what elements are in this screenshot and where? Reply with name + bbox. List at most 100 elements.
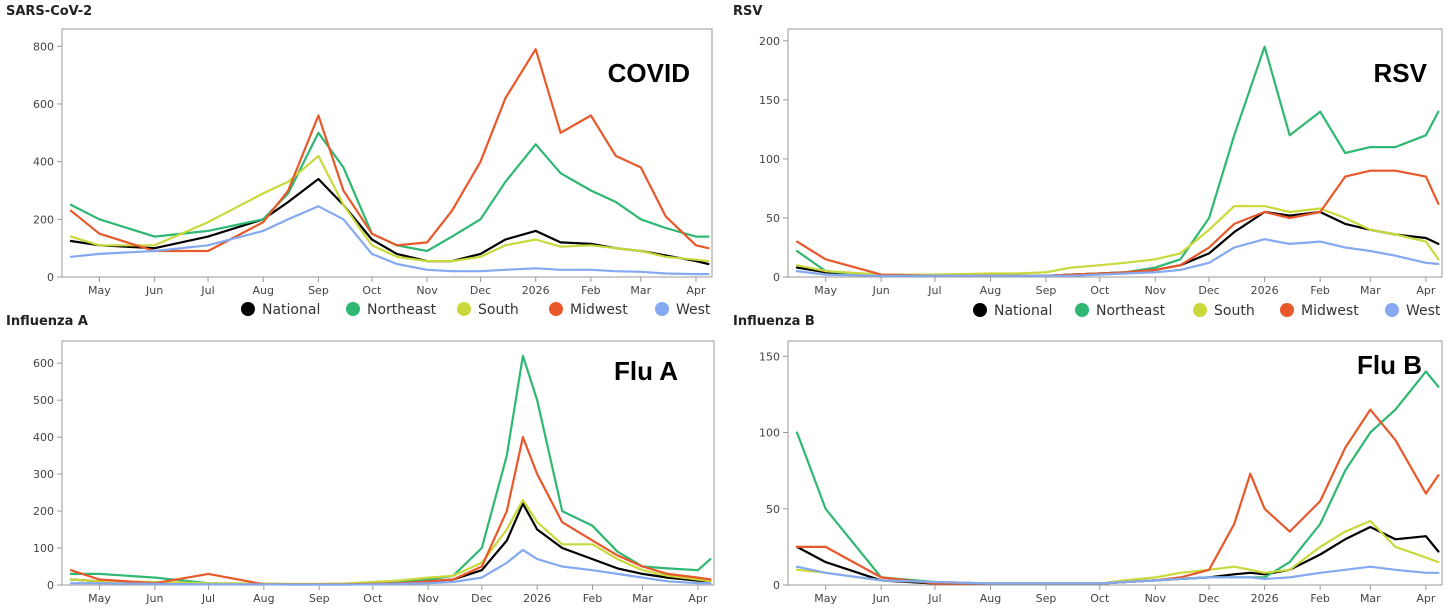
x-tick-label: Jun — [145, 592, 163, 605]
legend-label-midwest: Midwest — [570, 302, 628, 318]
x-tick-label: Oct — [363, 592, 383, 605]
series-line-west — [795, 238, 1440, 277]
series-line-west — [795, 565, 1440, 585]
legend-dot-national — [241, 302, 255, 316]
x-tick-label: Nov — [416, 284, 438, 297]
chart-title: SARS-CoV-2 — [6, 4, 92, 19]
chart-panel-2: RSV 0 50 100 150 200 May Jun Jul Aug Sep Oct Nov Dec 2… — [733, 4, 1443, 297]
x-tick-label: Jul — [200, 284, 214, 297]
y-tick-label: 100 — [759, 427, 780, 440]
series-line-national — [69, 502, 712, 586]
x-tick-label: Oct — [1090, 592, 1110, 605]
y-tick-label: 500 — [33, 394, 54, 407]
y-tick-label: 200 — [33, 213, 54, 226]
y-tick-label: 200 — [33, 505, 54, 518]
series-line-west — [69, 205, 710, 276]
series-line-midwest — [69, 436, 712, 586]
legend-label-south: South — [478, 302, 519, 318]
x-tick-label: Jul — [927, 284, 941, 297]
legend-dot-west — [1385, 303, 1399, 317]
x-tick-label: Sep — [308, 284, 329, 297]
series-line-national — [795, 210, 1440, 277]
chart-panel-3: Influenza A 0 100 200 300 400 500 600 May Jun Jul A… — [6, 314, 715, 605]
x-tick-label: 2026 — [523, 592, 551, 605]
x-tick-label: Jun — [872, 284, 890, 297]
x-tick-label: Oct — [362, 284, 382, 297]
plot-frame — [787, 28, 1443, 278]
x-tick-label: Dec — [1198, 284, 1219, 297]
plot-frame — [787, 340, 1443, 586]
x-tick-label: Sep — [309, 592, 330, 605]
legend-dot-south — [1193, 303, 1207, 317]
y-tick-label: 200 — [759, 35, 780, 48]
x-tick-label: Feb — [1310, 592, 1329, 605]
x-tick-label: Mar — [1360, 592, 1381, 605]
series-line-midwest — [69, 48, 710, 253]
x-tick-label: 2026 — [1251, 284, 1279, 297]
chart-overlay-label: Flu A — [614, 356, 678, 386]
x-tick-label: Nov — [417, 592, 439, 605]
series-line-midwest — [795, 408, 1440, 585]
x-tick-label: May — [814, 284, 837, 297]
x-tick-label: Feb — [581, 284, 600, 297]
series-line-northeast — [69, 354, 712, 586]
x-tick-label: Jul — [927, 592, 941, 605]
legend-1: National Northeast South Midwest West — [241, 302, 711, 318]
legend-dot-midwest — [1280, 303, 1294, 317]
legend-2: National Northeast South Midwest West — [973, 303, 1441, 319]
x-tick-label: Apr — [1416, 592, 1436, 605]
y-tick-label: 50 — [766, 212, 780, 225]
series-line-northeast — [795, 370, 1440, 585]
y-tick-label: 600 — [33, 98, 54, 111]
legend-dot-northeast — [1075, 303, 1089, 317]
legend-dot-south — [457, 302, 471, 316]
y-tick-label: 0 — [47, 271, 54, 284]
x-tick-label: 2026 — [1251, 592, 1279, 605]
series-line-south — [69, 154, 710, 263]
series-line-south — [795, 519, 1440, 585]
x-tick-label: May — [814, 592, 837, 605]
series-line-south — [795, 205, 1440, 276]
legend-label-northeast: Northeast — [1096, 303, 1166, 319]
y-tick-label: 400 — [33, 156, 54, 169]
x-tick-label: Oct — [1090, 284, 1110, 297]
chart-panel-4: Influenza B 0 50 100 150 May Jun Jul Aug Sep Oct No… — [733, 314, 1443, 605]
x-tick-label: Sep — [1036, 592, 1057, 605]
legend-label-west: West — [676, 302, 711, 318]
series-line-national — [795, 525, 1440, 585]
chart-overlay-label: Flu B — [1357, 350, 1422, 380]
y-tick-label: 0 — [773, 579, 780, 592]
y-tick-label: 150 — [759, 350, 780, 363]
x-tick-label: Dec — [471, 592, 492, 605]
legend-label-midwest: Midwest — [1301, 303, 1359, 319]
legend-dot-northeast — [346, 302, 360, 316]
y-tick-label: 100 — [759, 153, 780, 166]
chart-panel-1: SARS-CoV-2 0 200 400 600 800 May Jun Jul Aug Sep Oc… — [6, 4, 713, 297]
x-tick-label: May — [88, 284, 111, 297]
x-tick-label: Dec — [1198, 592, 1219, 605]
legend-label-northeast: Northeast — [367, 302, 437, 318]
legend-dot-west — [655, 302, 669, 316]
x-tick-label: Dec — [470, 284, 491, 297]
legend-label-west: West — [1406, 303, 1441, 319]
legend-dot-national — [973, 303, 987, 317]
chart-title: RSV — [733, 4, 762, 19]
x-tick-label: Mar — [632, 592, 653, 605]
x-tick-label: Feb — [583, 592, 602, 605]
x-tick-label: 2026 — [522, 284, 550, 297]
y-tick-label: 150 — [759, 94, 780, 107]
y-tick-label: 0 — [773, 271, 780, 284]
legend-label-national: National — [994, 303, 1052, 319]
x-tick-label: Apr — [686, 284, 706, 297]
legend-dot-midwest — [549, 302, 563, 316]
chart-title: Influenza A — [6, 314, 88, 329]
chart-overlay-label: RSV — [1374, 58, 1428, 88]
chart-title: Influenza B — [733, 314, 815, 329]
x-tick-label: Feb — [1310, 284, 1329, 297]
x-tick-label: Apr — [688, 592, 708, 605]
x-tick-label: Mar — [1360, 284, 1381, 297]
x-tick-label: May — [88, 592, 111, 605]
y-tick-label: 400 — [33, 431, 54, 444]
x-tick-label: Jun — [872, 592, 890, 605]
